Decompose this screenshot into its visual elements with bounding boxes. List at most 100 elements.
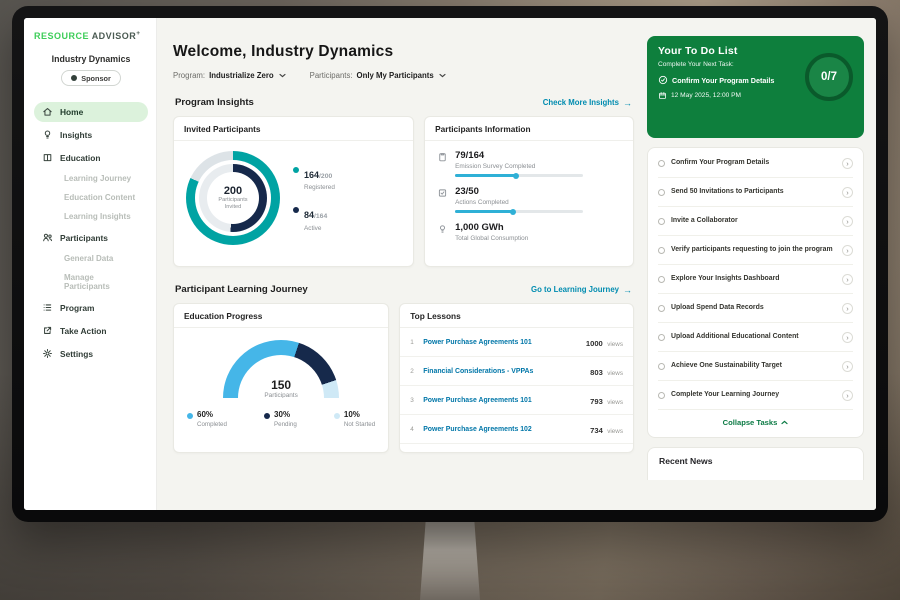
task-checkbox[interactable] (658, 333, 665, 341)
check-square-icon (437, 187, 448, 213)
stat-emission-survey: 79/164 Emission Survey Completed (437, 150, 621, 179)
sidebar-item-label: Home (60, 106, 84, 117)
sidebar-item-label: General Data (64, 254, 114, 263)
check-more-insights-link[interactable]: Check More Insights → (542, 97, 632, 108)
main-column: Welcome, Industry Dynamics Program: Indu… (173, 18, 634, 510)
top-lessons-card: Top Lessons 1 Power Purchase Agreements … (399, 303, 634, 453)
gauge-center-value: 150 (271, 378, 292, 392)
lesson-link[interactable]: Financial Considerations - VPPAs (423, 367, 534, 375)
filter-bar: Program: Industrialize Zero Participants… (173, 71, 634, 80)
task-checkbox[interactable] (658, 362, 665, 370)
todo-summary-card: Your To Do List Complete Your Next Task:… (647, 36, 864, 138)
sidebar-item-learning-journey[interactable]: Learning Journey (34, 171, 148, 187)
card-title: Invited Participants (174, 117, 414, 141)
lesson-link[interactable]: Power Purchase Agreements 101 (423, 338, 532, 346)
sidebar-item-education[interactable]: Education (34, 148, 148, 168)
sidebar-item-participants[interactable]: Participants (34, 228, 148, 248)
donut-center-label: Participants Invited (218, 197, 248, 210)
sidebar-item-manage-participants[interactable]: Manage Participants (34, 270, 148, 295)
task-row-confirm-program[interactable]: Confirm Your Program Details › (658, 149, 853, 178)
donut-legend: 164/200 Registered 84/164 Active (293, 165, 335, 232)
lesson-link[interactable]: Power Purchase Agreements 102 (423, 425, 532, 433)
task-checkbox[interactable] (658, 275, 665, 283)
chevron-down-icon (439, 73, 446, 78)
lesson-link[interactable]: Power Purchase Agreements 101 (423, 396, 532, 404)
sidebar-item-take-action[interactable]: Take Action (34, 321, 148, 341)
todo-task-list: Confirm Your Program Details › Send 50 I… (647, 147, 864, 438)
task-row-invite-collaborator[interactable]: Invite a Collaborator › (658, 207, 853, 236)
task-row-upload-educational-content[interactable]: Upload Additional Educational Content › (658, 323, 853, 352)
sidebar-item-label: Settings (60, 348, 94, 359)
recent-news-card[interactable]: Recent News (647, 447, 864, 480)
task-row-achieve-target[interactable]: Achieve One Sustainability Target › (658, 352, 853, 381)
lesson-views: 600 views (590, 449, 623, 452)
role-badge[interactable]: Sponsor (61, 70, 121, 86)
program-insights-cards: Invited Participants 200 Participants In… (173, 116, 634, 267)
task-checkbox[interactable] (658, 304, 665, 312)
page-title: Welcome, Industry Dynamics (173, 43, 394, 60)
sidebar-item-learning-insights[interactable]: Learning Insights (34, 209, 148, 225)
dashboard-screen: RESOURCE ADVISOR+ Industry Dynamics Spon… (24, 18, 876, 510)
chevron-right-icon[interactable]: › (842, 215, 853, 227)
bulb-icon (42, 129, 53, 140)
lesson-row: 5 Power Purchase Agreements 103 600 view… (400, 444, 633, 452)
program-insights-header: Program Insights Check More Insights → (175, 97, 632, 108)
task-checkbox[interactable] (658, 159, 665, 167)
sidebar-item-education-content[interactable]: Education Content (34, 190, 148, 206)
book-icon (42, 152, 53, 163)
sidebar-item-general-data[interactable]: General Data (34, 251, 148, 267)
chevron-right-icon[interactable]: › (842, 302, 853, 314)
task-row-verify-participants[interactable]: Verify participants requesting to join t… (658, 236, 853, 265)
chevron-right-icon[interactable]: › (842, 389, 853, 401)
task-checkbox[interactable] (658, 246, 665, 254)
todo-next-task[interactable]: Confirm Your Program Details (658, 75, 853, 85)
task-row-upload-spend-data[interactable]: Upload Spend Data Records › (658, 294, 853, 323)
legend-dot-teal (293, 166, 299, 173)
chevron-right-icon[interactable]: › (842, 244, 853, 256)
chevron-right-icon[interactable]: › (842, 360, 853, 372)
task-checkbox[interactable] (658, 188, 665, 196)
chevron-right-icon[interactable]: › (842, 157, 853, 169)
todo-subtitle: Complete Your Next Task: (658, 61, 734, 68)
legend-dot-navy (264, 412, 271, 419)
sidebar: RESOURCE ADVISOR+ Industry Dynamics Spon… (24, 18, 157, 510)
donut-center-value: 200 (223, 185, 243, 198)
role-badge-label: Sponsor (81, 73, 111, 83)
invited-donut-inner (199, 164, 267, 232)
sidebar-item-home[interactable]: Home (34, 101, 148, 122)
task-row-send-invitations[interactable]: Send 50 Invitations to Participants › (658, 178, 853, 207)
calendar-icon (658, 91, 667, 100)
go-to-learning-journey-link[interactable]: Go to Learning Journey → (531, 284, 632, 295)
chevron-right-icon[interactable]: › (842, 331, 853, 343)
task-row-explore-insights[interactable]: Explore Your Insights Dashboard › (658, 265, 853, 294)
gauge-center: 150 Participants (223, 378, 339, 398)
invited-donut-chart: 200 Participants Invited (186, 151, 280, 245)
education-gauge-chart: 150 Participants (223, 340, 340, 398)
task-row-complete-learning-journey[interactable]: Complete Your Learning Journey › (658, 381, 853, 410)
task-checkbox[interactable] (658, 391, 665, 399)
task-checkbox[interactable] (658, 217, 665, 225)
app-logo: RESOURCE ADVISOR+ (34, 30, 148, 41)
chevron-right-icon[interactable]: › (842, 273, 853, 285)
program-filter-dropdown[interactable]: Program: Industrialize Zero (173, 71, 286, 80)
progress-bar-fill (455, 172, 519, 179)
sidebar-item-label: Learning Journey (64, 174, 132, 183)
todo-due-date: 12 May 2025, 12:00 PM (658, 91, 853, 100)
sidebar-item-insights[interactable]: Insights (34, 125, 148, 145)
sidebar-item-settings[interactable]: Settings (34, 344, 148, 364)
sidebar-item-label: Program (60, 302, 95, 313)
program-filter-label: Program: (173, 71, 206, 80)
donut-center: 200 Participants Invited (210, 175, 256, 221)
education-legend: 60% Completed 30% Pending 10% Not Starte… (174, 398, 388, 428)
gauge-center-label: Participants (264, 392, 298, 398)
legend-item-active: 84/164 Active (293, 205, 335, 232)
chevron-right-icon[interactable]: › (842, 186, 853, 198)
participants-filter-dropdown[interactable]: Participants: Only My Participants (310, 71, 446, 80)
sidebar-item-program[interactable]: Program (34, 298, 148, 318)
chevron-down-icon (279, 73, 286, 78)
action-arrow-icon (42, 325, 53, 336)
legend-dot-pale (333, 412, 340, 419)
collapse-tasks-button[interactable]: Collapse Tasks (658, 410, 853, 436)
sidebar-item-label: Take Action (60, 325, 107, 336)
chevron-up-icon (781, 420, 788, 425)
